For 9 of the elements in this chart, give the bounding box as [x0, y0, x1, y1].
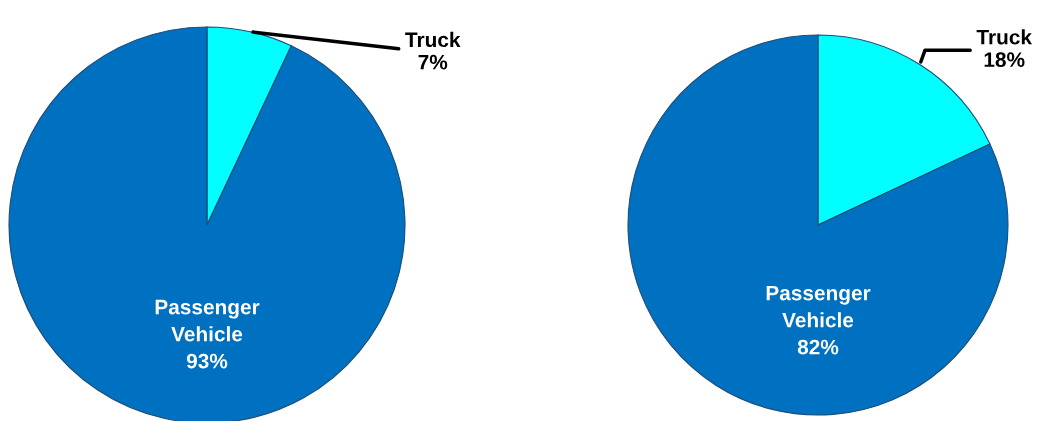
pie-slice — [8, 26, 406, 421]
data-label: 18% — [984, 52, 1025, 68]
data-label: 82% — [797, 339, 839, 355]
data-label: 93% — [186, 353, 228, 369]
slice-label: Truck — [405, 31, 461, 48]
data-label: 7% — [418, 54, 448, 70]
slice-label: Passenger Vehicle — [766, 285, 871, 328]
slice-label: Truck — [976, 29, 1033, 45]
slice-label: Passenger Vehicle — [155, 299, 260, 342]
